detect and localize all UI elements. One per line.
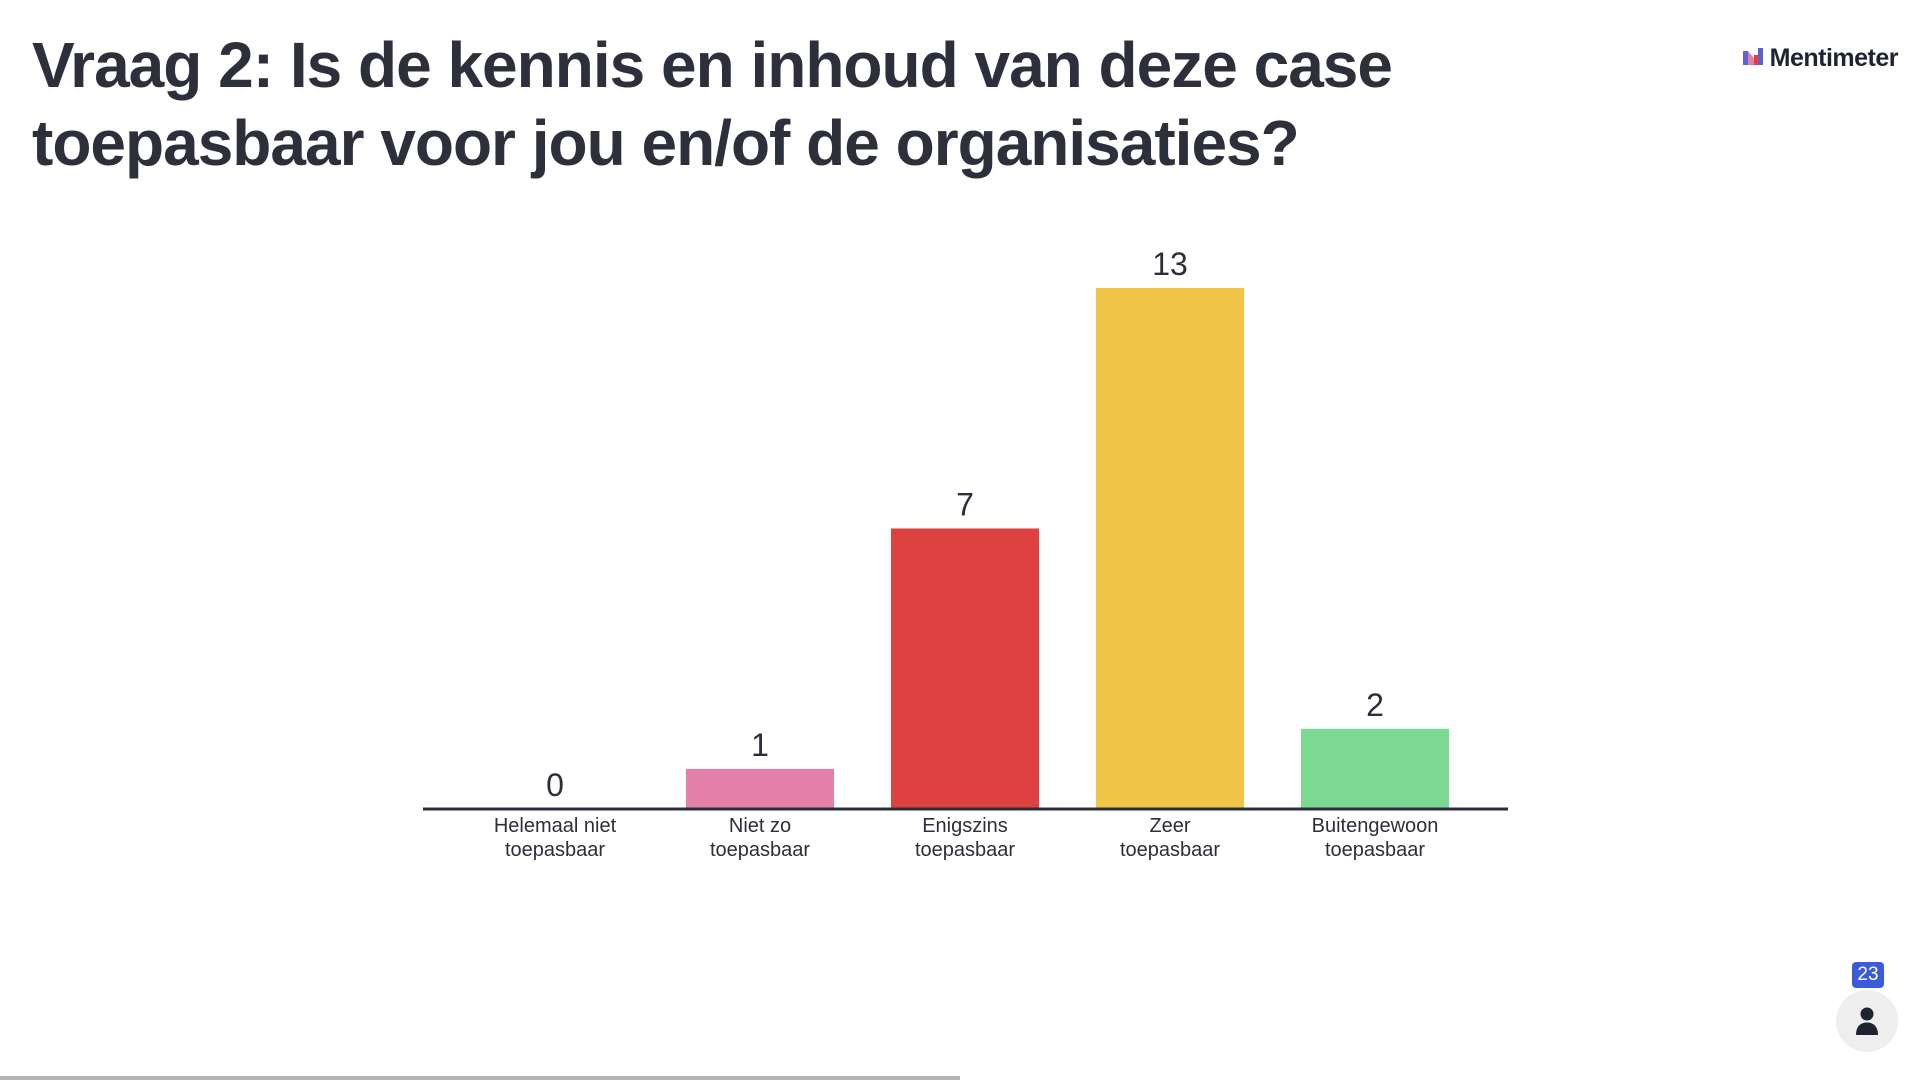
bar — [891, 528, 1039, 809]
bar-value-label: 1 — [751, 727, 769, 763]
brand: Mentimeter — [1742, 44, 1899, 73]
category-label: toepasbaar — [1120, 839, 1220, 861]
bar — [1301, 728, 1449, 809]
category-label: Niet zo — [729, 815, 791, 837]
category-label: Zeer — [1149, 815, 1190, 837]
category-label: toepasbaar — [710, 839, 810, 861]
category-label: Buitengewoon — [1312, 815, 1439, 837]
person-icon — [1836, 990, 1898, 1052]
bar — [1096, 288, 1244, 809]
participant-count-badge: 23 — [1852, 962, 1884, 988]
category-label: Helemaal niet — [494, 815, 617, 837]
category-label: toepasbaar — [505, 839, 605, 861]
bar-value-label: 0 — [546, 767, 564, 803]
category-label: toepasbaar — [915, 839, 1015, 861]
bar — [686, 768, 834, 809]
presentation-progress-fill — [0, 1076, 960, 1080]
category-label: Enigszins — [922, 815, 1008, 837]
bar-value-label: 7 — [956, 486, 974, 522]
slide-title: Vraag 2: Is de kennis en inhoud van deze… — [32, 29, 1393, 179]
brand-name: Mentimeter — [1769, 44, 1899, 72]
bar-value-label: 13 — [1152, 246, 1188, 282]
category-label: toepasbaar — [1325, 839, 1425, 861]
mentimeter-logo-icon — [1742, 46, 1764, 71]
bar-value-label: 2 — [1366, 687, 1384, 723]
presentation-progress — [0, 1076, 1920, 1080]
participant-count-widget[interactable]: 23 — [1836, 962, 1898, 1052]
